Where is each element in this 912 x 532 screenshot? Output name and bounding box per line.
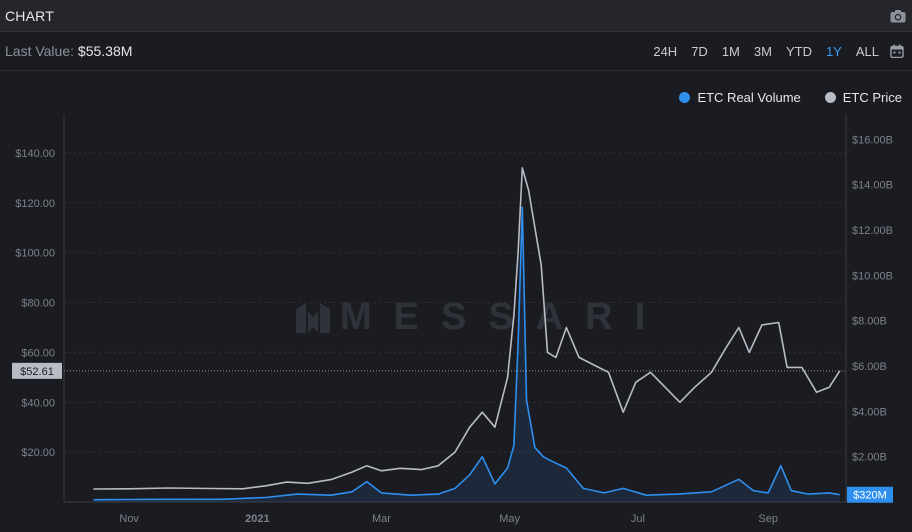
chart-plot[interactable]: $20.00 $40.00 $60.00 $80.00 $100.00 $120.00 $1… xyxy=(0,72,912,532)
y-left-tick-label: $80.00 xyxy=(21,298,55,310)
legend-swatch-price xyxy=(824,92,836,103)
camera-icon[interactable] xyxy=(890,9,906,23)
range-7d[interactable]: 7D xyxy=(691,43,708,59)
range-selector: 24H 7D 1M 3M YTD 1Y ALL xyxy=(646,44,904,59)
y-right-tick-label: $2.00B xyxy=(852,452,887,464)
x-tick-label: Jul xyxy=(631,513,645,525)
chart-title: CHART xyxy=(5,7,54,24)
y-right-tick-label: $14.00B xyxy=(852,180,893,192)
y-left-tick-label: $20.00 xyxy=(21,447,55,459)
y-left-tick-label: $120.00 xyxy=(15,198,55,210)
legend-item-volume[interactable]: ETC Real Volume xyxy=(679,90,801,105)
last-value: Last Value: $55.38M xyxy=(5,43,132,59)
legend-label-volume: ETC Real Volume xyxy=(697,90,801,105)
last-value-amount: $55.38M xyxy=(77,43,133,59)
range-1y[interactable]: 1Y xyxy=(825,43,842,59)
last-value-label: Last Value: xyxy=(5,43,75,59)
legend-item-price[interactable]: ETC Price xyxy=(824,90,902,105)
last-price-label: $52.61 xyxy=(20,366,54,378)
legend-label-price: ETC Price xyxy=(842,90,902,105)
range-ytd[interactable]: YTD xyxy=(785,43,812,59)
range-1m[interactable]: 1M xyxy=(721,43,740,59)
price-line xyxy=(93,167,841,490)
y-right-tick-label: $4.00B xyxy=(852,406,887,418)
chart-header: CHART xyxy=(0,0,912,32)
range-24h[interactable]: 24H xyxy=(653,43,678,59)
y-right-tick-label: $8.00B xyxy=(852,316,887,328)
y-left-tick-label: $60.00 xyxy=(21,347,55,359)
messari-logo-icon xyxy=(296,302,330,333)
last-volume-tag xyxy=(847,486,893,503)
volume-area xyxy=(93,207,840,503)
y-right-tick-label: $16.00B xyxy=(852,134,893,146)
chart-legend: ETC Real Volume ETC Price xyxy=(679,90,902,105)
legend-swatch-volume xyxy=(679,92,691,103)
y-right-tick-label: $10.00B xyxy=(852,270,893,282)
range-3m[interactable]: 3M xyxy=(753,43,772,59)
x-tick-label: Sep xyxy=(758,513,778,525)
last-volume-label: $320M xyxy=(853,490,887,502)
last-price-tag xyxy=(12,362,62,379)
x-tick-label: Nov xyxy=(119,513,139,525)
x-tick-label: 2021 xyxy=(245,513,269,525)
y-left-tick-label: $40.00 xyxy=(21,397,55,409)
y-right-tick-label: $6.00B xyxy=(852,361,887,373)
y-left-tick-label: $140.00 xyxy=(15,148,55,160)
x-tick-label: Mar xyxy=(372,513,391,525)
x-tick-label: May xyxy=(499,513,520,525)
volume-line xyxy=(93,206,840,501)
y-right-tick-label: $12.00B xyxy=(852,225,893,237)
chart-toolbar: Last Value: $55.38M 24H 7D 1M 3M YTD 1Y … xyxy=(0,32,912,71)
calendar-icon[interactable] xyxy=(890,44,904,59)
range-all[interactable]: ALL xyxy=(855,43,879,59)
y-left-tick-label: $100.00 xyxy=(15,248,55,260)
